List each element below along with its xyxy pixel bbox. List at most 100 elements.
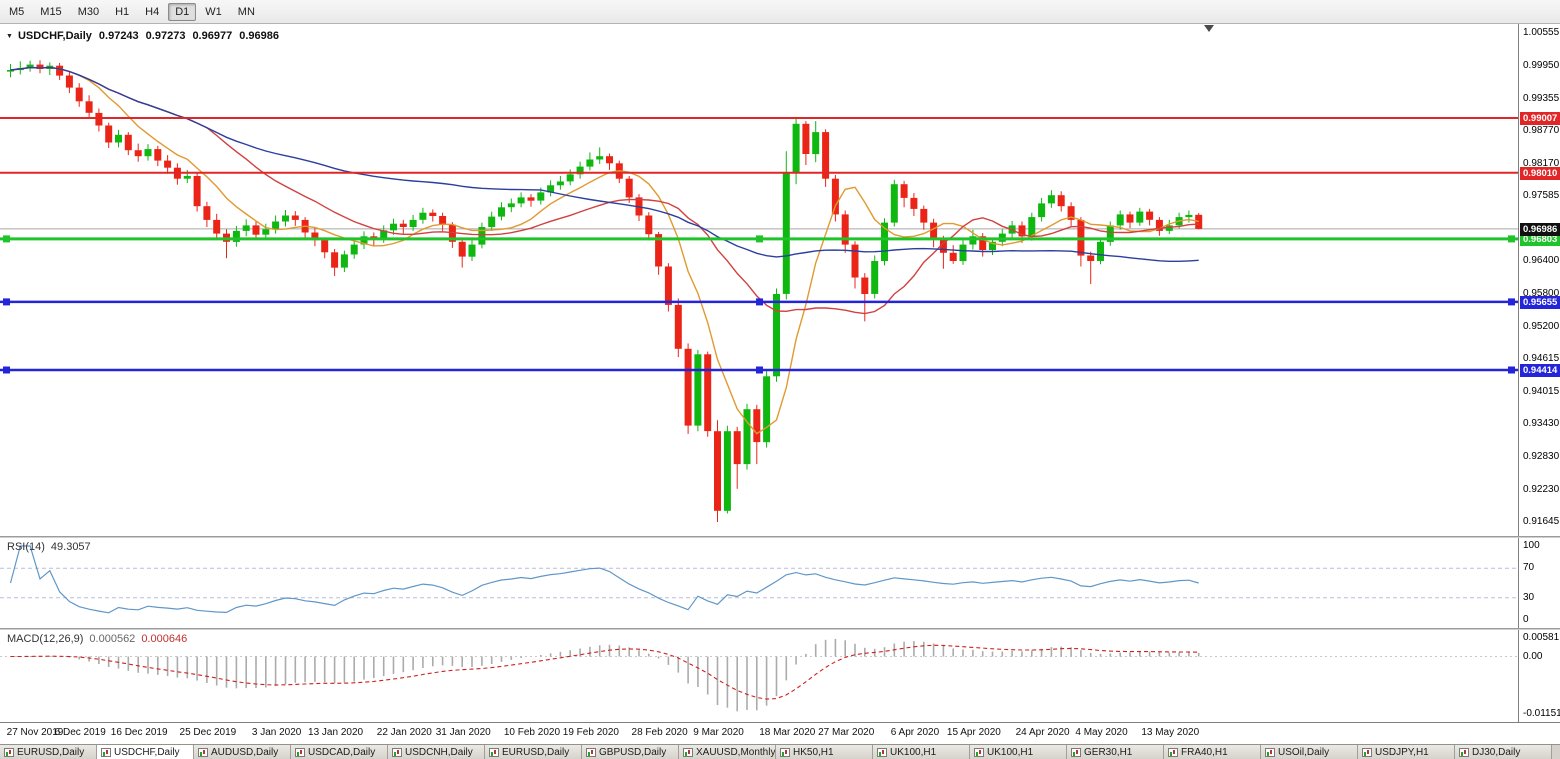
tab-label: EURUSD,Daily [502,746,570,758]
mini-chart-icon [877,747,887,757]
timeframe-button-m5[interactable]: M5 [9,5,25,18]
chart-tab-audusd-daily[interactable]: AUDUSD,Daily [194,745,291,759]
chart-tab-dj30-daily[interactable]: DJ30,Daily [1455,745,1552,759]
hline-handle[interactable] [3,298,10,306]
mini-chart-icon [683,747,693,757]
rsi-name: RSI(14) [7,541,45,553]
timeframe-button-h4[interactable]: H4 [145,5,160,18]
price-axis-label: 0.97585 [1523,190,1560,201]
price-axis-label: 0.98770 [1523,124,1560,136]
date-axis-label: 19 Feb 2020 [562,727,619,738]
tab-label: USDCNH,Daily [405,746,473,758]
price-badge-support-blue-upper: 0.95655 [1520,295,1560,309]
hline-handle[interactable] [3,235,10,243]
chart-tab-gbpusd-daily[interactable]: GBPUSD,Daily [582,745,679,759]
chart-tab-usdchf-daily[interactable]: USDCHF,Daily [97,745,194,759]
date-axis-label: 22 Jan 2020 [376,727,432,738]
chart-tab-usdcnh-daily[interactable]: USDCNH,Daily [388,745,485,759]
date-axis-label: 31 Jan 2020 [435,727,491,738]
panel-divider[interactable] [0,536,1560,538]
chart-tab-usdcad-daily[interactable]: USDCAD,Daily [291,745,388,759]
date-axis-label: 6 Apr 2020 [890,727,940,738]
timeframe-button-h1[interactable]: H1 [115,5,130,18]
mini-chart-icon [392,747,402,757]
tab-label: XAUUSD,Monthly [696,746,776,758]
mini-chart-icon [4,747,14,757]
hline-handle[interactable] [756,366,763,374]
date-axis-label: 24 Apr 2020 [1015,727,1070,738]
price-axis-label: 0.95800 [1523,287,1560,299]
chart-tab-hk50-h1[interactable]: HK50,H1 [776,745,873,759]
date-axis-label: 18 Mar 2020 [759,727,816,738]
panel-divider[interactable] [0,628,1560,630]
rsi-axis-label: 0 [1523,614,1529,625]
time-axis[interactable]: 27 Nov 2019 6 Dec 2019 16 Dec 2019 25 Dec 2… [0,722,1560,744]
mini-chart-icon [489,747,499,757]
date-axis-label: 9 Mar 2020 [693,727,744,738]
shift-marker-icon [1204,25,1214,32]
ma-line-55 [10,66,1199,263]
macd-axis-label: -0.01151 [1523,708,1560,719]
timeframe-button-d1[interactable]: D1 [168,2,197,21]
macd-signal-line [10,644,1199,700]
macd-histogram [19,638,1200,712]
tab-label: UK100,H1 [987,746,1034,758]
timeframe-button-m30[interactable]: M30 [77,5,100,18]
ohlc-low: 0.96977 [192,30,233,42]
macd-indicator-label: MACD(12,26,9) 0.000562 0.000646 [7,633,187,645]
price-axis[interactable]: 1.00555 0.99950 0.99355 0.98770 0.98170 0.975… [1518,24,1560,722]
mini-chart-icon [101,747,111,757]
rsi-axis-label: 100 [1523,540,1540,551]
chart-tab-eurusd-daily[interactable]: EURUSD,Daily [485,745,582,759]
rsi-line [9,545,1199,614]
chart-title: ▼ USDCHF,Daily 0.97243 0.97273 0.96977 0… [6,30,279,42]
chart-tab-ger30-h1[interactable]: GER30,H1 [1067,745,1164,759]
chart-tab-usoil-daily[interactable]: USOil,Daily [1261,745,1358,759]
price-axis-label: 0.91645 [1523,516,1560,527]
rsi-axis-label: 30 [1523,591,1535,603]
chart-tab-xauusd-monthly[interactable]: XAUUSD,Monthly [679,745,776,759]
timeframe-button-w1[interactable]: W1 [205,5,222,18]
macd-axis-label: 0.00 [1523,650,1543,662]
macd-axis-label: 0.00581 [1523,632,1560,643]
price-badge-current: 0.96986 [1520,222,1560,236]
price-badge-resistance-upper: 0.99007 [1520,111,1560,125]
price-badge-support-blue-lower: 0.94414 [1520,364,1560,378]
hline-handle[interactable] [3,366,10,374]
date-axis-label: 3 Jan 2020 [251,727,302,738]
chart-tab-usdjpy-h1[interactable]: USDJPY,H1 [1358,745,1455,759]
tab-label: GER30,H1 [1084,746,1133,758]
ma-line-21 [10,66,1199,315]
rsi-panel-canvas[interactable] [0,538,1518,628]
tab-label: AUDUSD,Daily [211,746,279,758]
symbol-dropdown-icon[interactable]: ▼ [6,32,13,40]
chart-tab-eurusd-daily[interactable]: EURUSD,Daily [0,745,97,759]
price-chart-canvas[interactable] [0,24,1518,536]
price-axis-label: 0.92230 [1523,483,1560,495]
hline-handle[interactable] [756,235,763,243]
tab-label: USDCHF,Daily [114,746,180,758]
tab-label: USOil,Daily [1278,746,1330,758]
hline-handle[interactable] [1508,298,1515,306]
chart-tab-fra40-h1[interactable]: FRA40,H1 [1164,745,1261,759]
price-axis-label: 0.94615 [1523,353,1560,364]
hline-handle[interactable] [1508,235,1515,243]
date-axis-label: 6 Dec 2019 [54,727,106,738]
rsi-value: 49.3057 [50,541,91,553]
date-axis-label: 4 May 2020 [1075,727,1128,738]
macd-panel-canvas[interactable] [0,630,1518,722]
ma-line-8 [10,66,1199,435]
mini-chart-icon [586,747,596,757]
date-axis-label: 15 Apr 2020 [946,727,1001,738]
timeframe-button-mn[interactable]: MN [237,5,255,18]
hline-handle[interactable] [756,298,763,306]
price-axis-label: 1.00555 [1523,27,1560,38]
date-axis-label: 13 May 2020 [1141,727,1200,738]
chart-tab-uk100-h1[interactable]: UK100,H1 [970,745,1067,759]
chart-tab-uk100-h1[interactable]: UK100,H1 [873,745,970,759]
date-axis-label: 27 Mar 2020 [818,727,875,738]
timeframe-button-m15[interactable]: M15 [40,5,62,18]
hline-handle[interactable] [1508,366,1515,374]
price-axis-label: 0.94015 [1523,385,1560,397]
